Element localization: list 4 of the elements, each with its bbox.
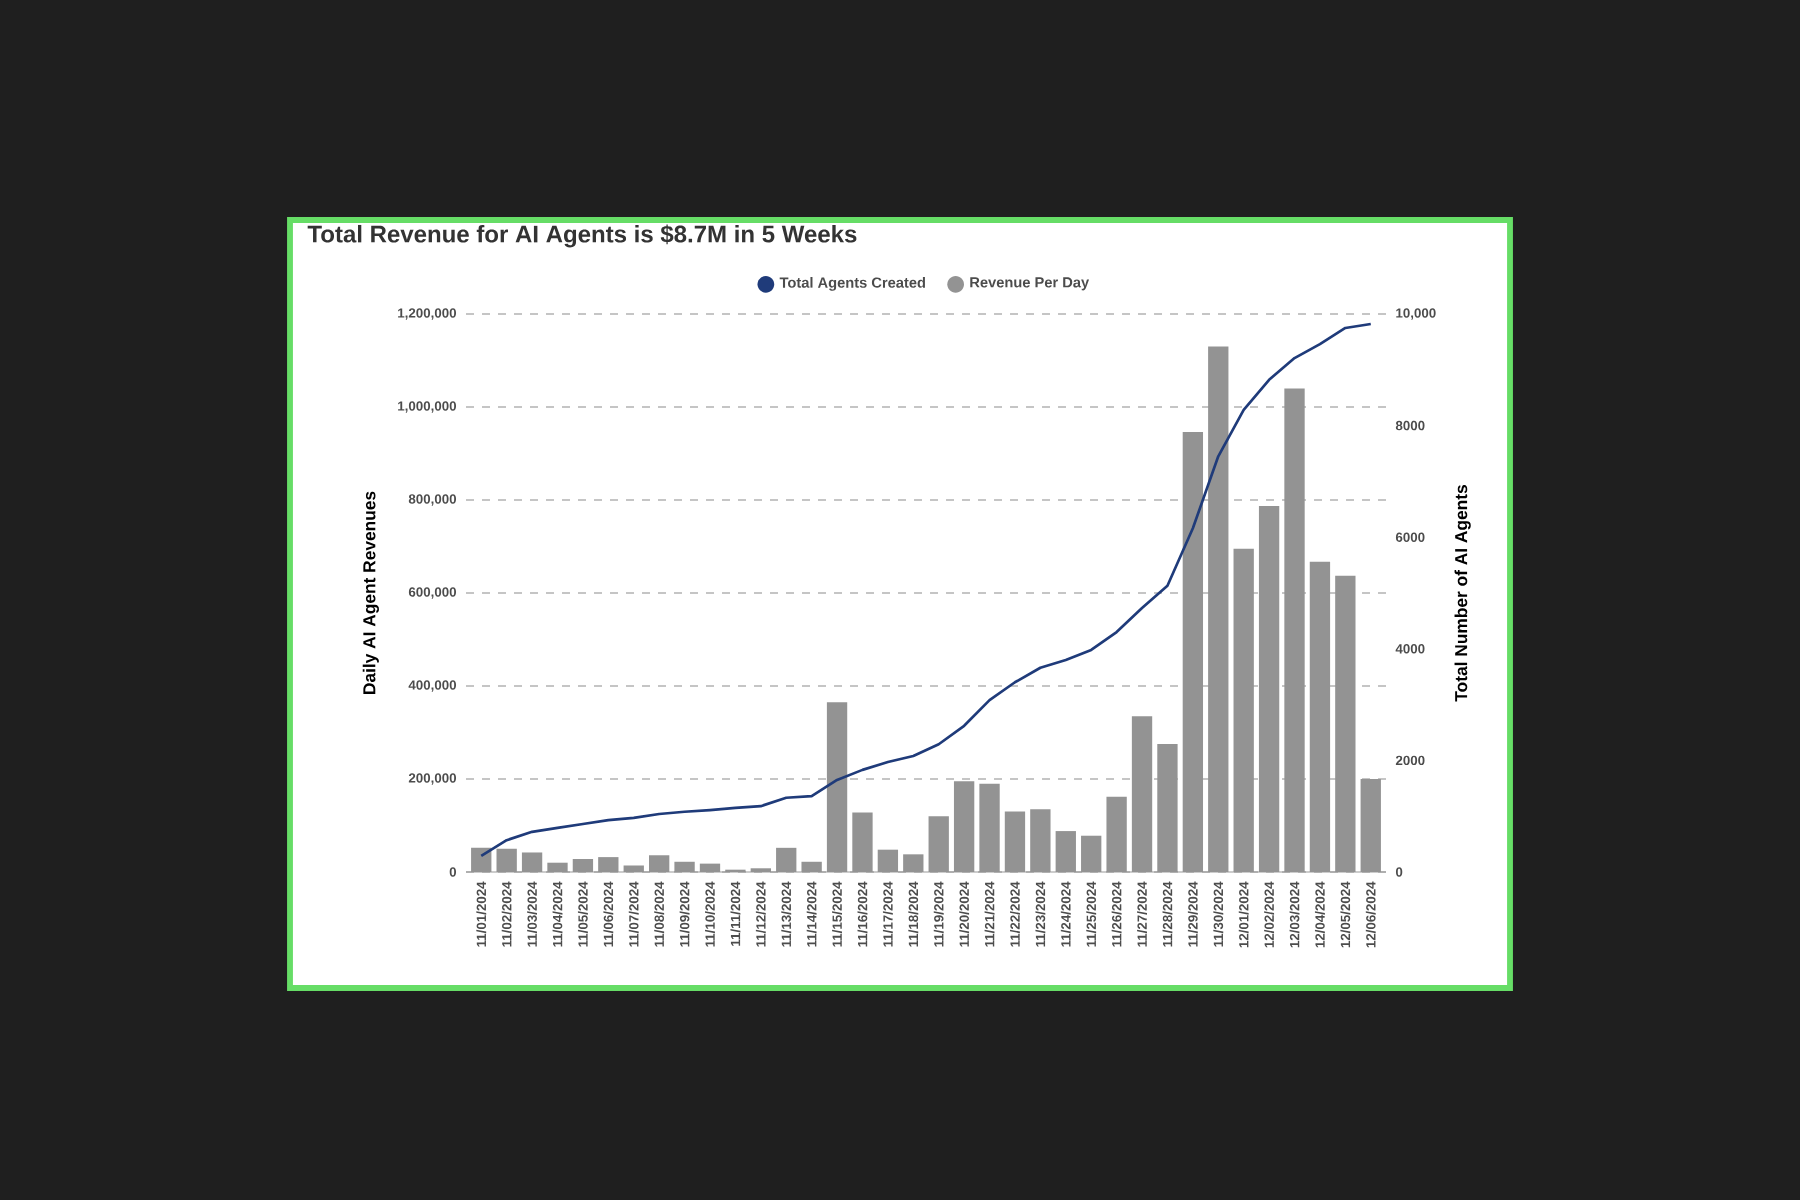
y-axis-title: Daily AI Agent Revenues xyxy=(362,491,379,694)
y2-axis-title: Total Number of AI Agents xyxy=(1454,485,1471,702)
line-series xyxy=(479,322,1373,858)
chart-title: Total Revenue for AI Agents is $8.7M in 5 Weeks xyxy=(307,224,857,248)
